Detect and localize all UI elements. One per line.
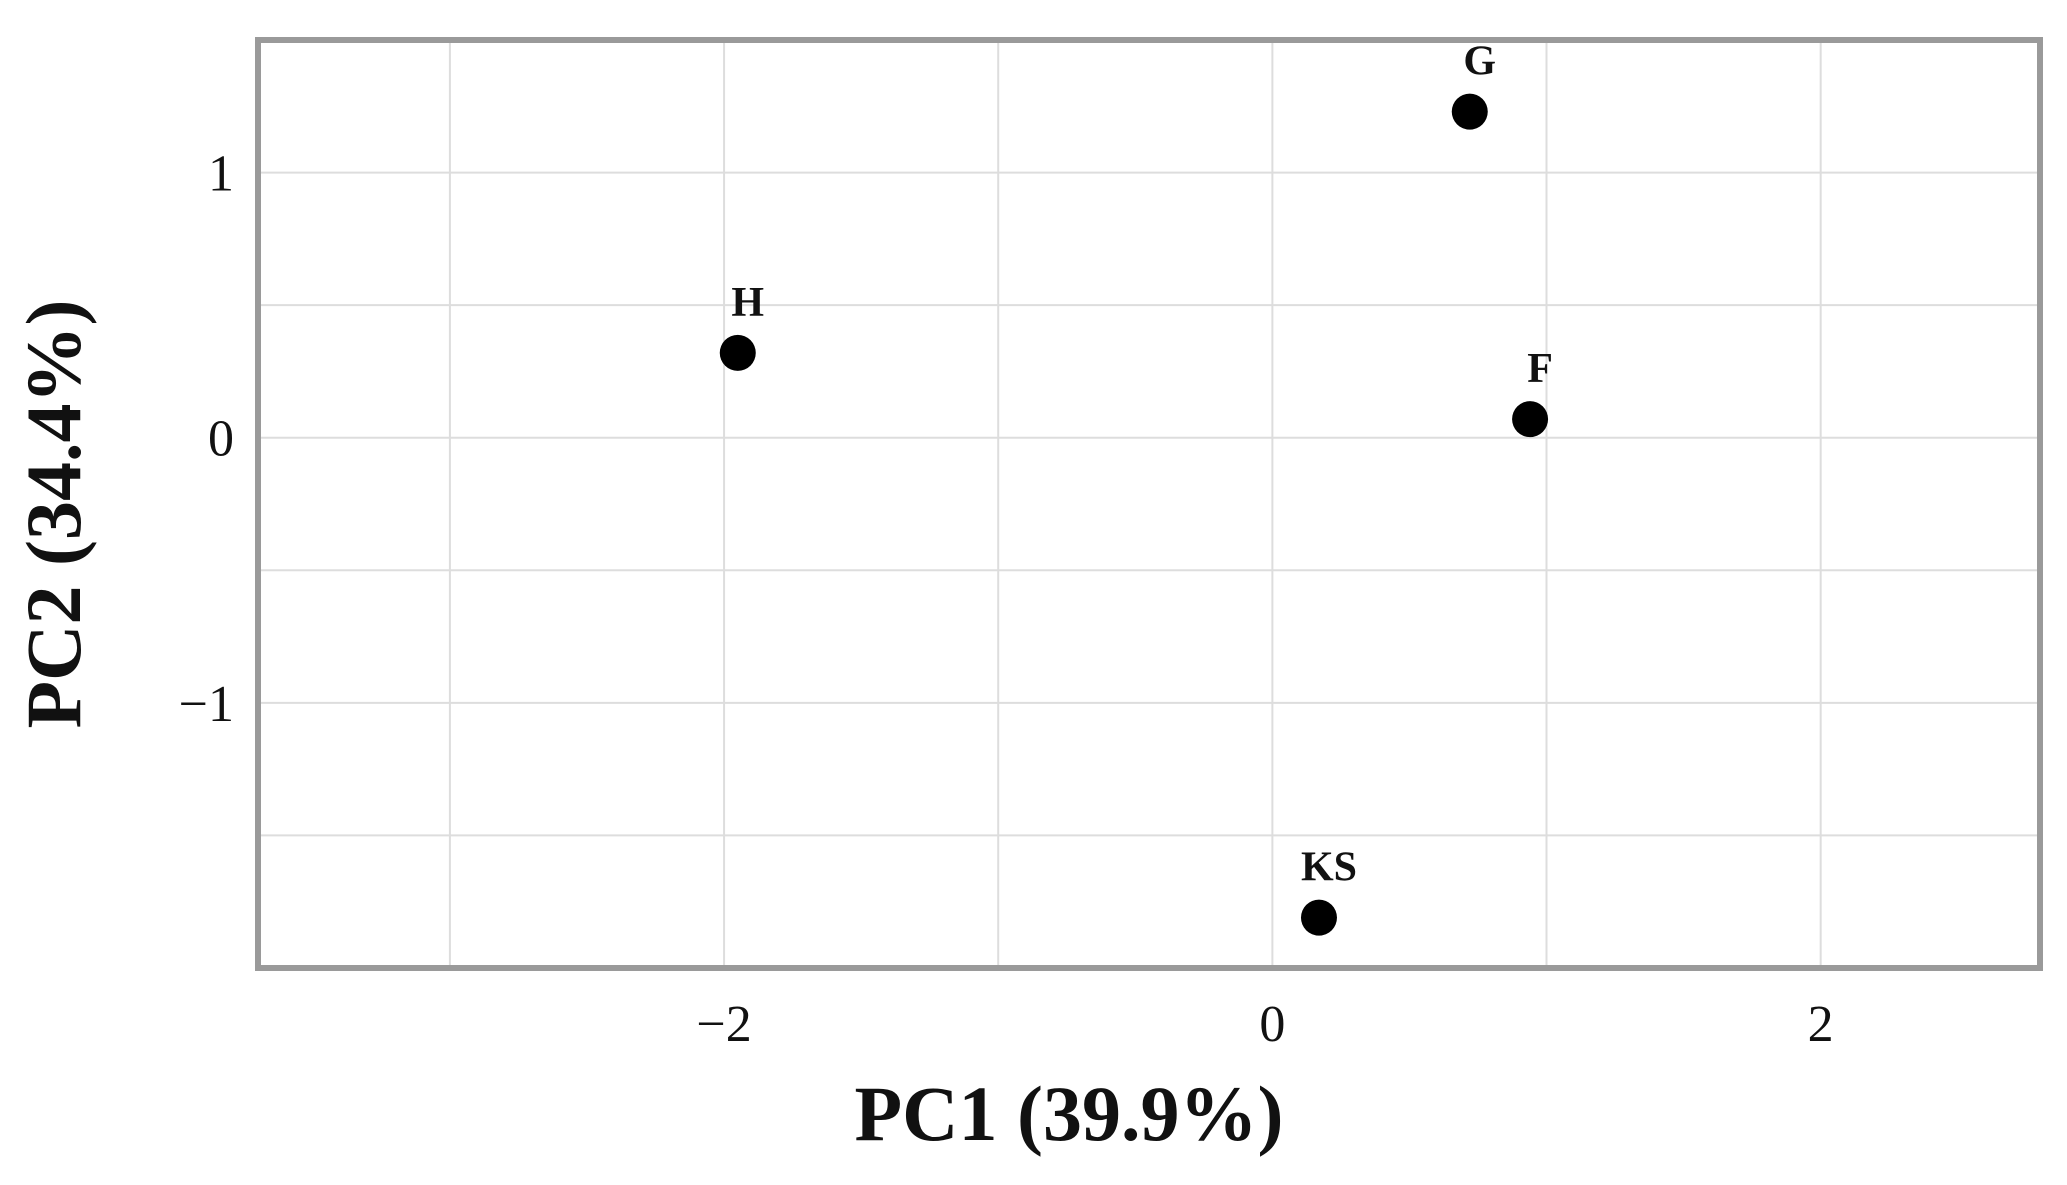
x-tick-label: 2 (1808, 996, 1834, 1053)
point-label-ks: KS (1301, 845, 1357, 891)
y-tick-label: 1 (208, 146, 234, 203)
data-point-h (719, 334, 756, 371)
y-axis-title: PC2 (34.4%) (10, 300, 97, 729)
y-tick-label: −1 (179, 676, 234, 733)
x-axis-ticks: −2 0 2 (696, 996, 1833, 1053)
y-axis-ticks: −1 0 1 (179, 146, 234, 733)
grid-layer (258, 39, 2040, 969)
point-label-f: F (1527, 346, 1553, 392)
x-axis-title: PC1 (39.9%) (855, 1070, 1284, 1157)
data-point-ks (1300, 899, 1337, 936)
data-point-f (1512, 401, 1549, 438)
plot-frame (255, 37, 2043, 971)
data-points: G H F KS (719, 39, 1553, 936)
data-point-g (1451, 93, 1488, 130)
x-tick-label: −2 (696, 996, 751, 1053)
point-label-h: H (731, 280, 764, 326)
x-tick-label: 0 (1259, 996, 1285, 1053)
point-label-g: G (1463, 39, 1496, 85)
y-tick-label: 0 (208, 411, 234, 468)
